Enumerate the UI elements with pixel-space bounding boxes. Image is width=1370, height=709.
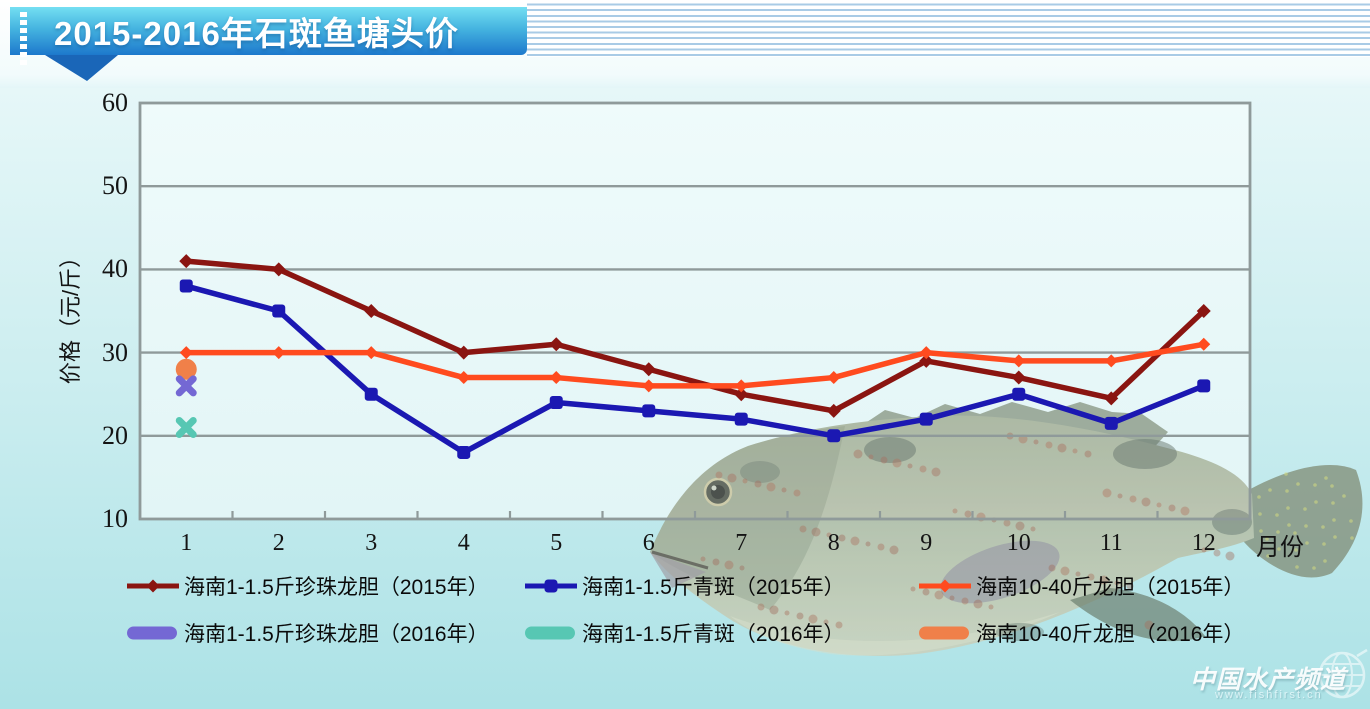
x-tick-label: 9 (920, 530, 933, 556)
y-tick-label: 20 (102, 420, 128, 450)
legend-item: 海南10-40斤龙胆（2015年） (917, 572, 1244, 600)
y-tick-label: 60 (102, 88, 128, 117)
x-tick-label: 2 (272, 530, 285, 556)
globe-icon (1318, 648, 1368, 699)
x-axis-title: 月份 (1256, 534, 1304, 561)
legend-label: 海南1-1.5斤珍珠龙胆（2015年） (184, 576, 489, 599)
y-tick-label: 10 (102, 504, 128, 533)
legend-item: 海南1-1.5斤珍珠龙胆（2015年） (125, 572, 489, 600)
y-tick-label: 30 (102, 337, 128, 367)
x-tick-label: 1 (180, 530, 193, 556)
legend-label: 海南1-1.5斤珍珠龙胆（2016年） (184, 623, 489, 646)
y-axis-title: 价格（元/斤） (58, 245, 83, 385)
y-tick-label: 40 (102, 254, 128, 284)
legend-item: 海南1-1.5斤珍珠龙胆（2016年） (125, 619, 489, 647)
dashed-line-icon (20, 12, 27, 65)
page-title: 2015-2016年石斑鱼塘头价 (54, 15, 459, 52)
x-tick-label: 11 (1099, 530, 1123, 556)
legend-label: 海南1-1.5斤青斑（2016年） (582, 623, 845, 646)
legend-item: 海南1-1.5斤青斑（2015年） (523, 572, 845, 600)
x-tick-label: 8 (827, 530, 840, 556)
x-tick-label: 4 (457, 530, 470, 556)
legend-label: 海南10-40斤龙胆（2015年） (976, 576, 1245, 599)
x-tick-label: 6 (642, 530, 655, 556)
watermark-title: 中国水产频道 (1190, 666, 1347, 694)
header: 2015-2016年石斑鱼塘头价 (0, 0, 1370, 88)
title-banner: 2015-2016年石斑鱼塘头价 (10, 7, 527, 65)
x-tick-label: 7 (735, 530, 748, 556)
banner-tail-pointer (45, 55, 118, 81)
legend-item: 海南1-1.5斤青斑（2016年） (523, 619, 845, 647)
plot-background (140, 103, 1250, 519)
legend-label: 海南10-40斤龙胆（2016年） (976, 623, 1245, 646)
y-tick-label: 50 (102, 171, 128, 201)
watermark: 中国水产频道 www.fishfirst.cn (1175, 648, 1370, 707)
legend-label: 海南1-1.5斤青斑（2015年） (582, 576, 845, 599)
x-tick-label: 12 (1191, 530, 1216, 556)
watermark-url: www.fishfirst.cn (1215, 689, 1323, 701)
x-tick-label: 3 (365, 530, 378, 556)
header-stripes-decoration (527, 0, 1370, 57)
legend-item: 海南10-40斤龙胆（2016年） (917, 619, 1244, 647)
x-tick-label: 5 (550, 530, 563, 556)
x-tick-label: 10 (1006, 530, 1031, 556)
